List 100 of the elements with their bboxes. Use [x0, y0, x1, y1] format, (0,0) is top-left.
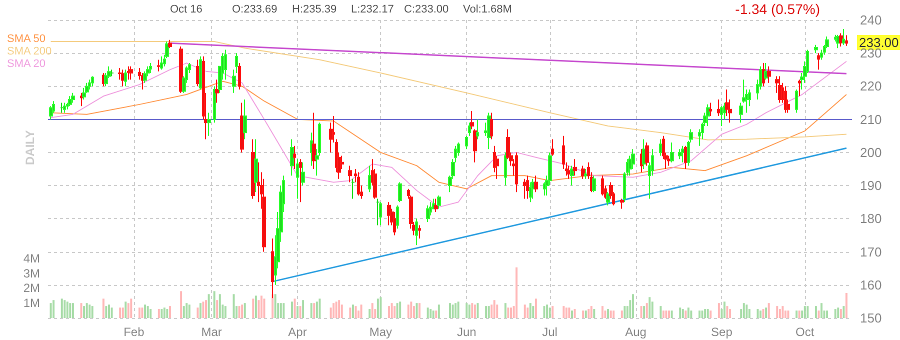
- candlestick: [767, 66, 771, 84]
- candlestick: [778, 76, 782, 104]
- candlestick: [681, 145, 685, 163]
- bar: [302, 300, 304, 318]
- bar: [244, 303, 246, 318]
- candlestick: [795, 89, 798, 114]
- bar: [380, 297, 382, 318]
- y-tick-label: 190: [860, 178, 882, 194]
- bar: [782, 306, 784, 318]
- bar: [765, 308, 768, 318]
- candlestick: [470, 110, 474, 130]
- y2-tick-label: 2M: [23, 281, 40, 296]
- candlestick: [376, 198, 380, 226]
- bar: [640, 306, 642, 318]
- candlestick: [581, 165, 585, 180]
- bar: [529, 303, 532, 318]
- bar: [607, 309, 610, 318]
- bar: [826, 310, 828, 318]
- candlestick: [465, 135, 468, 150]
- candlestick: [845, 34, 848, 46]
- candlestick: [301, 162, 305, 186]
- bar: [723, 302, 726, 318]
- bar: [394, 306, 396, 318]
- candlestick: [529, 182, 532, 203]
- bar: [294, 298, 296, 318]
- bar: [272, 294, 274, 318]
- bar: [224, 306, 226, 318]
- bar: [457, 302, 460, 318]
- bar: [840, 309, 842, 318]
- series-label: SMA 200: [7, 46, 52, 58]
- candlestick: [351, 178, 355, 200]
- candlestick: [293, 145, 296, 170]
- bar: [837, 308, 840, 318]
- candlestick: [243, 98, 247, 140]
- candlestick: [670, 142, 674, 163]
- candlestick: [706, 104, 710, 126]
- x-tick-label: Jul: [542, 325, 558, 339]
- candlestick: [251, 138, 255, 200]
- bar: [435, 310, 438, 318]
- bar: [338, 300, 340, 318]
- bar: [316, 302, 318, 318]
- bar: [565, 308, 568, 318]
- y-tick-label: 240: [860, 12, 882, 28]
- candlestick: [601, 175, 604, 196]
- bar: [687, 308, 690, 318]
- candlestick: [434, 198, 438, 213]
- bar: [332, 303, 335, 318]
- bar: [562, 306, 565, 318]
- bar: [660, 306, 662, 318]
- bar: [388, 306, 390, 318]
- bar: [845, 292, 848, 318]
- candlestick: [396, 204, 399, 230]
- text: O:233.69: [232, 4, 278, 16]
- candlestick: [296, 158, 299, 200]
- y-tick-label: 210: [860, 112, 882, 127]
- candlestick: [573, 158, 577, 176]
- bar: [438, 304, 440, 318]
- bar: [213, 291, 216, 318]
- x-tick-label: May: [369, 325, 392, 339]
- bar: [648, 297, 651, 318]
- candlestick: [764, 62, 768, 80]
- bar: [352, 304, 354, 318]
- candlestick: [415, 218, 418, 246]
- x-tick-label: Feb: [124, 325, 145, 339]
- bar: [742, 303, 745, 318]
- bar: [610, 310, 612, 318]
- y2-tick-label: 4M: [23, 251, 40, 266]
- bar: [254, 296, 257, 318]
- candlestick: [798, 79, 801, 97]
- bar: [776, 306, 778, 318]
- bar: [552, 306, 554, 318]
- bar: [354, 306, 357, 318]
- candlestick: [398, 182, 402, 203]
- bar: [510, 308, 512, 318]
- candlestick: [551, 138, 554, 156]
- bar: [588, 309, 590, 318]
- bar: [507, 308, 510, 318]
- bar: [593, 309, 596, 318]
- x-tick-label: Apr: [288, 325, 307, 339]
- bar: [532, 306, 534, 318]
- bar: [698, 310, 701, 318]
- bar: [466, 303, 468, 318]
- bar: [690, 310, 692, 318]
- bar: [263, 298, 266, 318]
- bar: [814, 306, 817, 318]
- bar: [516, 267, 518, 318]
- bar: [407, 304, 410, 318]
- candlestick: [437, 194, 441, 210]
- text: 233.00: [859, 35, 899, 50]
- bar: [778, 309, 781, 318]
- candlestick: [299, 158, 302, 203]
- candlestick: [240, 102, 244, 153]
- y2-tick-label: 1M: [23, 296, 40, 310]
- bar: [318, 298, 321, 318]
- bar: [662, 310, 664, 318]
- bar: [704, 309, 706, 318]
- bar: [665, 310, 668, 318]
- candlestick: [426, 204, 430, 222]
- bar: [820, 303, 823, 318]
- bar: [729, 309, 732, 318]
